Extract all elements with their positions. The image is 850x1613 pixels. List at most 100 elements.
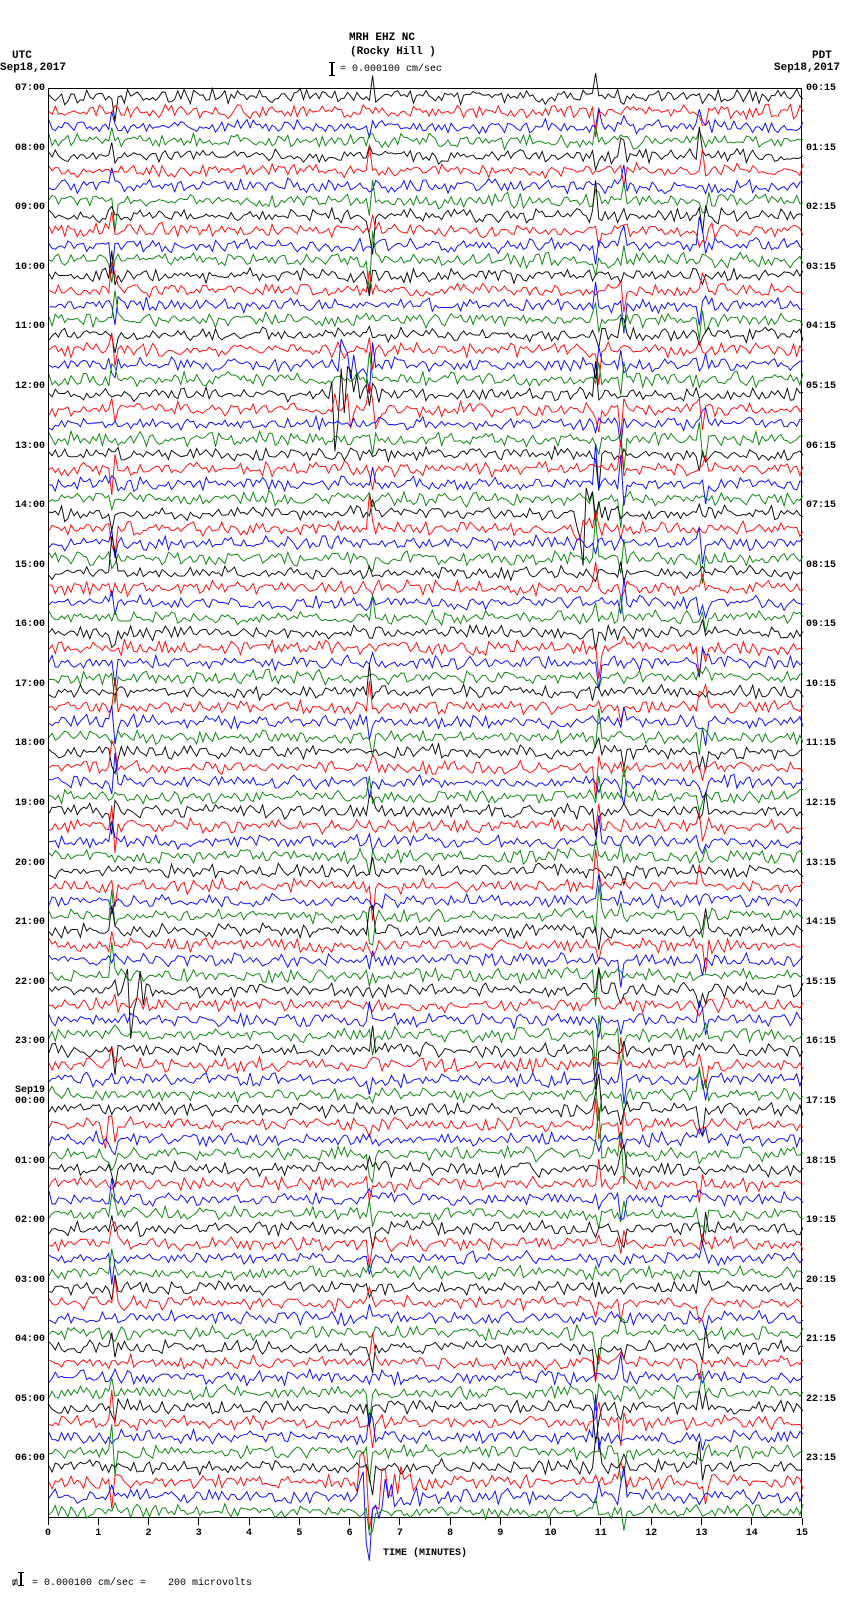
pdt-time-label: 16:15	[806, 1036, 848, 1047]
seismic-trace	[49, 1128, 803, 1155]
x-tick-label: 9	[497, 1528, 503, 1539]
utc-time-label: 00:00	[3, 1096, 45, 1107]
seismic-trace	[49, 1067, 803, 1121]
x-tick-label: 12	[645, 1528, 657, 1539]
seismic-trace	[49, 127, 803, 170]
seismic-trace	[49, 578, 803, 618]
x-tick-label: 10	[545, 1528, 557, 1539]
seismic-trace	[49, 104, 803, 137]
pdt-time-label: 15:15	[806, 977, 848, 988]
utc-time-label: 16:00	[3, 619, 45, 630]
seismic-trace	[49, 942, 803, 1006]
pdt-time-label: 19:15	[806, 1215, 848, 1226]
utc-time-label: 09:00	[3, 202, 45, 213]
seismic-trace	[49, 804, 803, 853]
seismic-trace	[49, 1107, 803, 1184]
utc-time-label: 12:00	[3, 381, 45, 392]
utc-time-label: 10:00	[3, 262, 45, 273]
pdt-time-label: 07:15	[806, 500, 848, 511]
utc-time-label: Sep19	[3, 1085, 45, 1096]
seismic-trace	[49, 995, 803, 1017]
seismic-trace	[49, 290, 803, 339]
utc-time-label: 13:00	[3, 441, 45, 452]
utc-time-label: 21:00	[3, 917, 45, 928]
seismic-trace	[49, 282, 803, 333]
pdt-time-label: 05:15	[806, 381, 848, 392]
utc-time-label: 18:00	[3, 738, 45, 749]
x-tick-label: 3	[196, 1528, 202, 1539]
utc-time-label: 22:00	[3, 977, 45, 988]
seismic-trace	[49, 678, 803, 722]
seismic-trace	[49, 815, 803, 853]
pdt-time-label: 11:15	[806, 738, 848, 749]
utc-time-label: 11:00	[3, 321, 45, 332]
station-code: MRH EHZ NC	[349, 32, 415, 44]
seismic-trace	[49, 318, 803, 353]
seismic-trace	[49, 850, 803, 921]
seismic-trace	[49, 792, 803, 837]
seismic-trace	[49, 1037, 803, 1088]
x-tick-label: 0	[45, 1528, 51, 1539]
x-tick-label: 4	[246, 1528, 252, 1539]
pdt-time-label: 21:15	[806, 1334, 848, 1345]
pdt-time-label: 14:15	[806, 917, 848, 928]
scale-text: = 0.000100 cm/sec	[340, 64, 442, 75]
seismic-trace	[49, 251, 803, 296]
seismic-trace	[49, 1497, 803, 1534]
seismic-trace	[49, 637, 803, 679]
seismic-trace	[49, 212, 803, 247]
x-tick-label: 8	[447, 1528, 453, 1539]
pdt-time-label: 02:15	[806, 202, 848, 213]
pdt-time-label: 00:15	[806, 83, 848, 94]
seismogram-container: MRH EHZ NC (Rocky Hill ) = 0.000100 cm/s…	[0, 0, 850, 1613]
seismogram-plot	[48, 88, 802, 1518]
pdt-time-label: 01:15	[806, 143, 848, 154]
seismic-trace	[49, 905, 803, 950]
pdt-time-label: 10:15	[806, 679, 848, 690]
pdt-time-label: 04:15	[806, 321, 848, 332]
seismic-trace	[49, 1243, 803, 1284]
pdt-time-label: 18:15	[806, 1156, 848, 1167]
utc-time-label: 17:00	[3, 679, 45, 690]
seismic-trace	[49, 1222, 803, 1268]
seismic-trace	[49, 1194, 803, 1233]
footer-mark: ₥	[12, 1578, 18, 1589]
seismic-trace	[49, 931, 803, 973]
seismic-trace	[49, 874, 803, 913]
seismic-trace	[49, 738, 803, 773]
x-tick-label: 11	[595, 1528, 607, 1539]
seismic-trace	[49, 857, 803, 885]
seismic-trace	[49, 217, 803, 274]
seismic-trace	[49, 1074, 803, 1136]
seismic-trace	[49, 741, 803, 800]
seismic-trace	[49, 667, 803, 703]
x-tick-label: 2	[146, 1528, 152, 1539]
x-tick-label: 15	[796, 1528, 808, 1539]
pdt-date: Sep18,2017	[774, 62, 840, 74]
pdt-time-label: 12:15	[806, 798, 848, 809]
pdt-time-label: 08:15	[806, 560, 848, 571]
utc-time-label: 03:00	[3, 1275, 45, 1286]
footer-scale: = 0.000100 cm/sec =	[32, 1578, 146, 1589]
seismic-trace	[49, 165, 803, 194]
seismic-trace	[49, 1438, 803, 1496]
x-tick-label: 14	[746, 1528, 758, 1539]
seismic-trace	[49, 1371, 803, 1424]
x-tick-label: 5	[296, 1528, 302, 1539]
seismic-trace	[49, 1304, 803, 1332]
pdt-time-label: 17:15	[806, 1096, 848, 1107]
seismic-trace	[49, 408, 803, 447]
utc-time-label: 01:00	[3, 1156, 45, 1167]
utc-time-label: 19:00	[3, 798, 45, 809]
pdt-time-label: 20:15	[806, 1275, 848, 1286]
utc-time-label: 07:00	[3, 83, 45, 94]
seismic-trace	[49, 1098, 803, 1149]
utc-time-label: 06:00	[3, 1453, 45, 1464]
utc-time-label: 05:00	[3, 1394, 45, 1405]
seismic-trace	[49, 517, 803, 584]
pdt-time-label: 22:15	[806, 1394, 848, 1405]
utc-date: Sep18,2017	[0, 62, 66, 74]
pdt-time-label: 13:15	[806, 858, 848, 869]
utc-time-label: 08:00	[3, 143, 45, 154]
pdt-time-label: 06:15	[806, 441, 848, 452]
